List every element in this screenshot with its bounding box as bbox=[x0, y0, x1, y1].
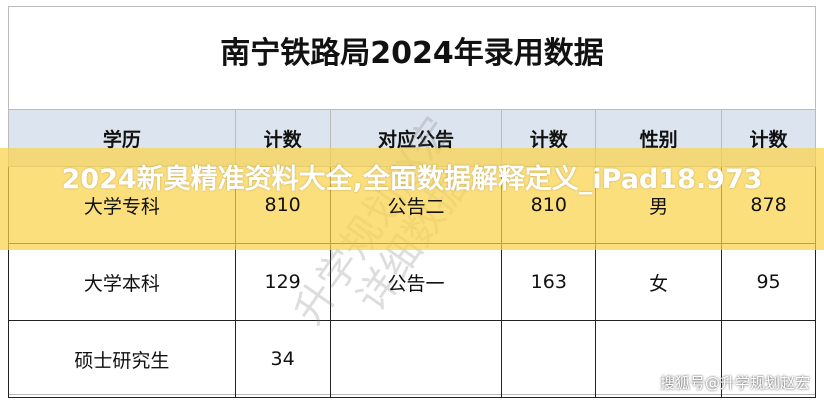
header-cell: 计数 bbox=[721, 109, 816, 167]
cell bbox=[501, 320, 597, 398]
cell-text: 大学本科 bbox=[83, 272, 160, 295]
cell: 大学专科 bbox=[8, 166, 236, 244]
cell: 硕士研究生 bbox=[8, 320, 236, 398]
table-title: 南宁铁路局2024年录用数据 bbox=[220, 36, 604, 71]
cell-text: 810 bbox=[264, 194, 301, 216]
cell: 34 bbox=[234, 320, 331, 398]
cell: 女 bbox=[595, 243, 723, 321]
cell bbox=[595, 320, 723, 398]
cell: 163 bbox=[501, 243, 597, 321]
cell-text: 878 bbox=[750, 194, 787, 216]
cell-text: 810 bbox=[530, 194, 567, 216]
header-cell: 性别 bbox=[595, 109, 723, 167]
cell bbox=[329, 320, 503, 398]
cell-text: 公告一 bbox=[387, 272, 445, 295]
cell: 公告二 bbox=[329, 166, 503, 244]
header-row: 学历 计数 对应公告 计数 性别 计数 bbox=[8, 109, 816, 167]
cell-text: 163 bbox=[530, 271, 567, 293]
cell: 95 bbox=[721, 243, 816, 321]
cell-text: 34 bbox=[270, 348, 295, 370]
table-row: 大学本科 129 公告一 163 女 95 bbox=[8, 243, 816, 321]
cell-text: 95 bbox=[756, 271, 781, 293]
cell: 公告一 bbox=[329, 243, 503, 321]
cell-text: 男 bbox=[649, 195, 669, 218]
cell-text: 大学专科 bbox=[83, 195, 160, 218]
cell: 810 bbox=[234, 166, 331, 244]
cell-text: 硕士研究生 bbox=[74, 349, 170, 372]
cell: 大学本科 bbox=[8, 243, 236, 321]
source-watermark: 搜狐号@升学规划赵宏 bbox=[659, 374, 810, 392]
table-row: 大学专科 810 公告二 810 男 878 bbox=[8, 166, 816, 244]
header-cell: 计数 bbox=[501, 109, 597, 167]
cell: 男 bbox=[595, 166, 723, 244]
cell-text: 129 bbox=[264, 271, 301, 293]
data-table: 学历 计数 对应公告 计数 性别 计数 大学专科 810 公告二 810 男 8… bbox=[8, 109, 816, 398]
cell: 810 bbox=[501, 166, 597, 244]
header-cell: 对应公告 bbox=[329, 109, 503, 167]
cell: 878 bbox=[721, 166, 816, 244]
header-cell: 计数 bbox=[234, 109, 331, 167]
cell-text: 女 bbox=[649, 272, 669, 295]
cell: 129 bbox=[234, 243, 331, 321]
header-cell: 学历 bbox=[8, 109, 236, 167]
table-row: 硕士研究生 34 bbox=[8, 320, 816, 398]
cell-text: 公告二 bbox=[387, 195, 445, 218]
cell bbox=[721, 320, 816, 398]
